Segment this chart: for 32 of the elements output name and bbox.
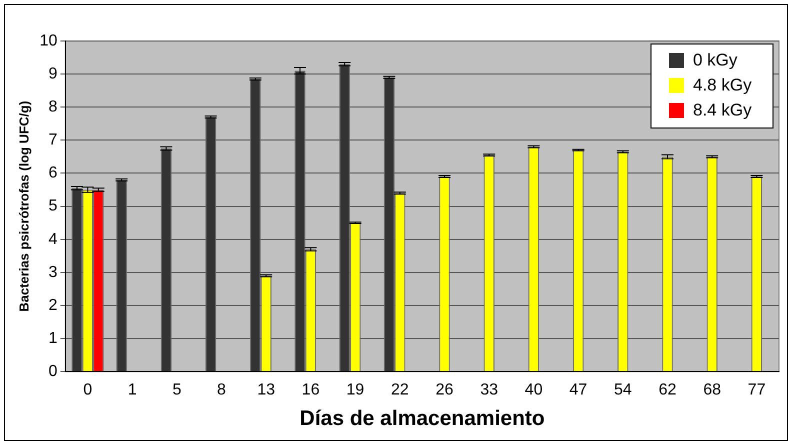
y-tick-label: 4 [48, 230, 58, 248]
x-tick-label: 16 [302, 382, 320, 399]
x-tick-label: 47 [569, 382, 588, 399]
y-tick-label: 10 [40, 32, 58, 50]
x-tick-label: 13 [257, 382, 276, 399]
y-tick-label: 6 [48, 164, 58, 182]
y-tick-label: 3 [48, 264, 58, 281]
x-axis-title: Días de almacenamiento [300, 407, 545, 430]
y-tick-label: 1 [48, 330, 58, 347]
legend-label: 4.8 kGy [693, 76, 752, 95]
x-tick-label: 26 [436, 382, 454, 399]
x-tick-label: 68 [703, 382, 722, 399]
legend-label: 8.4 kGy [693, 100, 752, 120]
x-tick-label: 54 [614, 382, 632, 399]
y-tick-label: 8 [48, 98, 58, 116]
x-tick-label: 8 [217, 382, 226, 399]
x-tick-label: 5 [172, 382, 182, 399]
x-tick-label: 62 [658, 382, 676, 399]
x-tick-label: 1 [128, 382, 137, 399]
x-tick-label: 22 [391, 382, 409, 399]
y-tick-label: 9 [48, 65, 58, 82]
y-tick-label: 7 [48, 132, 58, 149]
x-tick-label: 19 [346, 382, 364, 399]
x-tick-label: 77 [748, 382, 766, 399]
y-tick-label: 5 [48, 198, 58, 215]
legend-label: 0 kGy [693, 50, 738, 70]
x-tick-label: 33 [480, 382, 498, 399]
x-tick-label: 40 [524, 382, 543, 399]
y-axis-title: Bacterias psicrótrofas (log UFC/g) [16, 100, 32, 312]
y-tick-label: 0 [48, 363, 58, 380]
y-tick-label: 2 [48, 296, 58, 314]
x-tick-label: 0 [83, 382, 92, 399]
